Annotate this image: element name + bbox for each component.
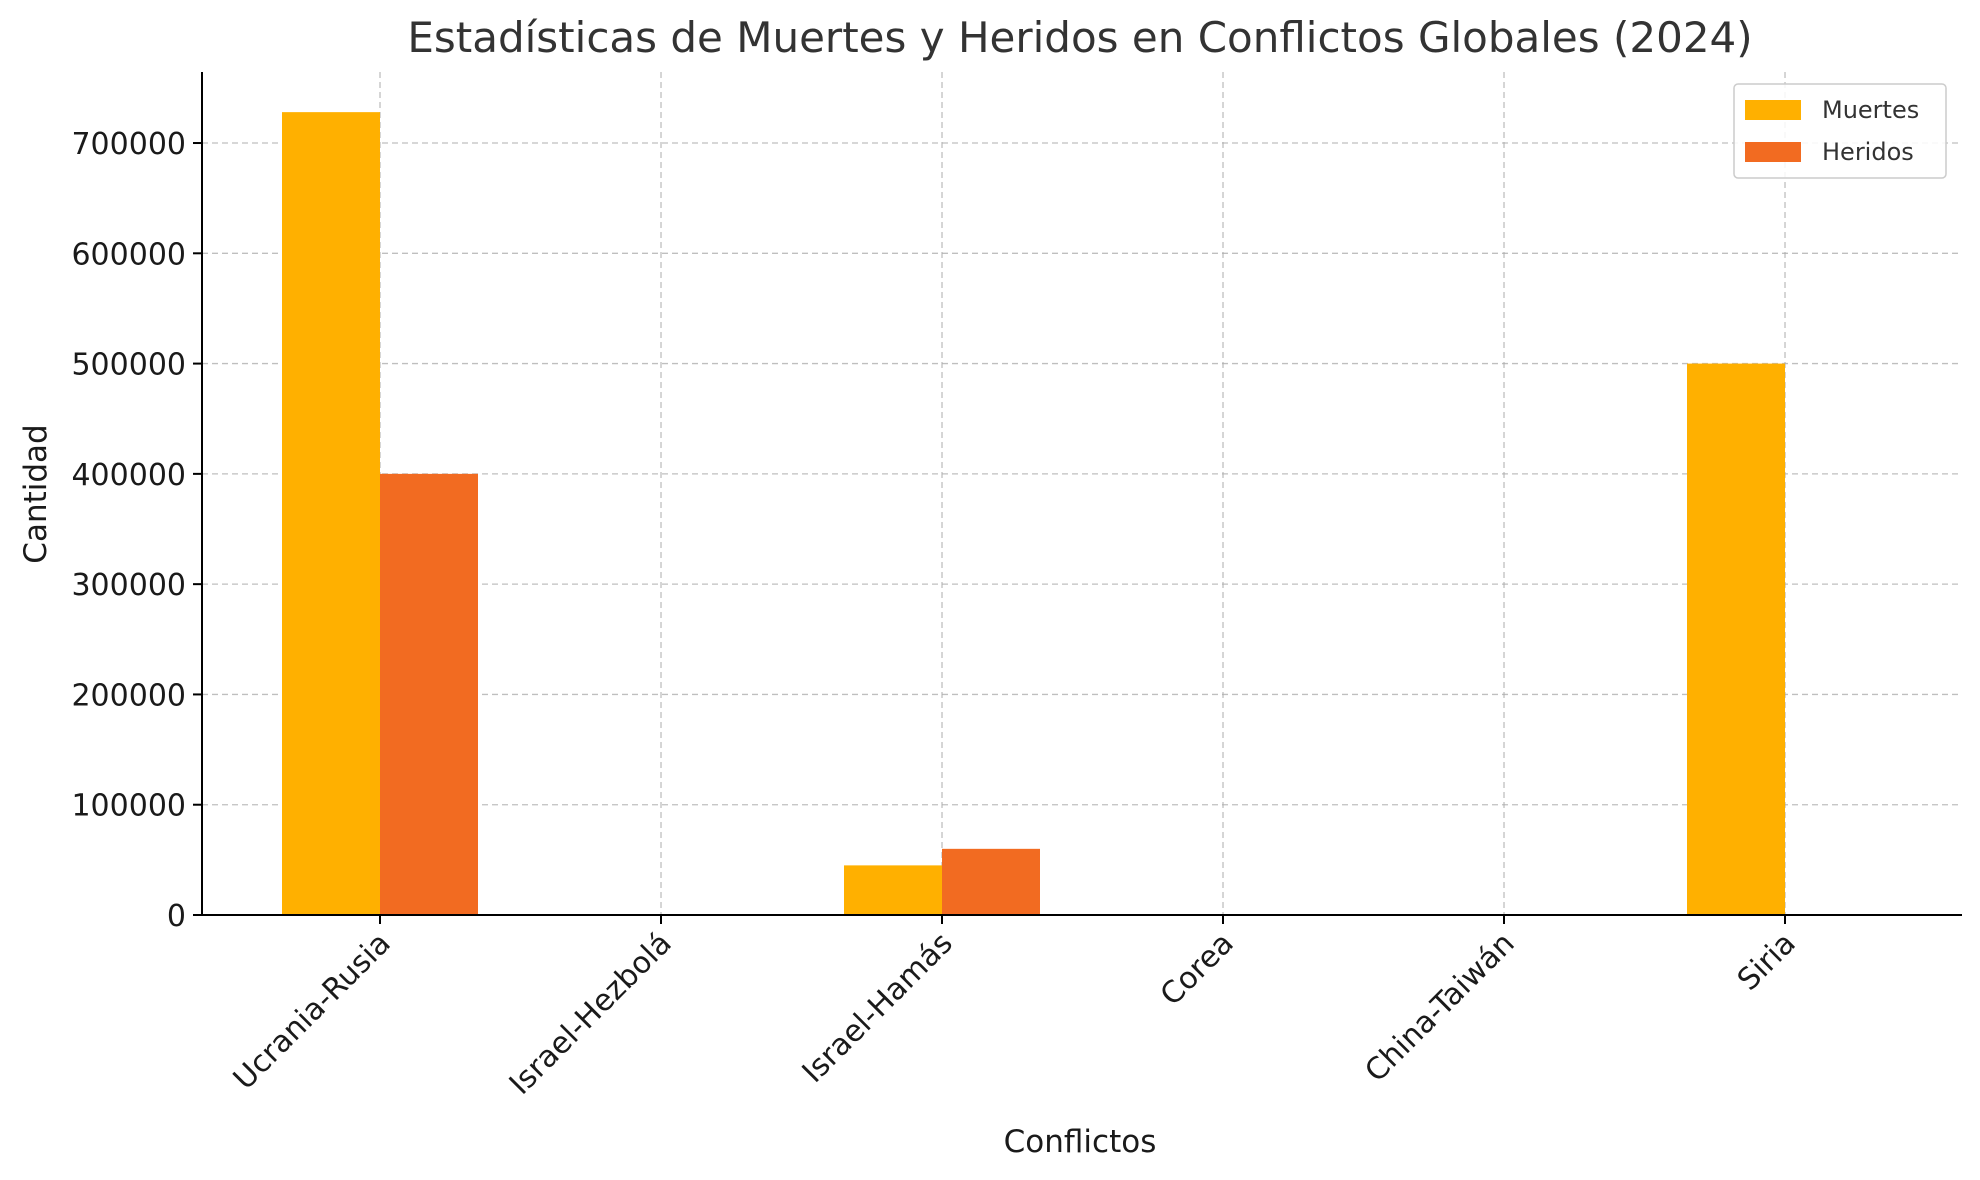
y-tick-label: 100000 (71, 789, 186, 824)
y-ticks: 0 100000 200000 300000 400000 500000 600000 700… (71, 127, 202, 934)
bar-muertes-2 (844, 865, 942, 915)
bar-muertes-5 (1687, 363, 1785, 915)
bar-muertes-0 (282, 112, 380, 915)
y-tick-label: 200000 (71, 678, 186, 713)
y-tick-label: 300000 (71, 568, 186, 603)
legend-swatch-muertes (1745, 100, 1801, 120)
y-tick-label: 0 (167, 899, 186, 934)
y-tick-label: 600000 (71, 237, 186, 272)
y-tick-label: 500000 (71, 348, 186, 383)
legend-swatch-heridos (1745, 142, 1801, 162)
y-tick-label: 400000 (71, 458, 186, 493)
legend: Muertes Heridos (1733, 83, 1947, 179)
chart-title: Estadísticas de Muertes y Heridos en Con… (407, 13, 1752, 62)
x-axis-label: Conflictos (1004, 1124, 1157, 1160)
bars (282, 112, 1785, 915)
legend-label-muertes: Muertes (1822, 96, 1919, 124)
y-tick-label: 700000 (71, 127, 186, 162)
legend-label-heridos: Heridos (1822, 138, 1914, 166)
bar-heridos-0 (380, 473, 478, 915)
y-axis-label: Cantidad (18, 424, 54, 563)
axes (201, 72, 1962, 916)
bar-heridos-2 (942, 848, 1040, 915)
